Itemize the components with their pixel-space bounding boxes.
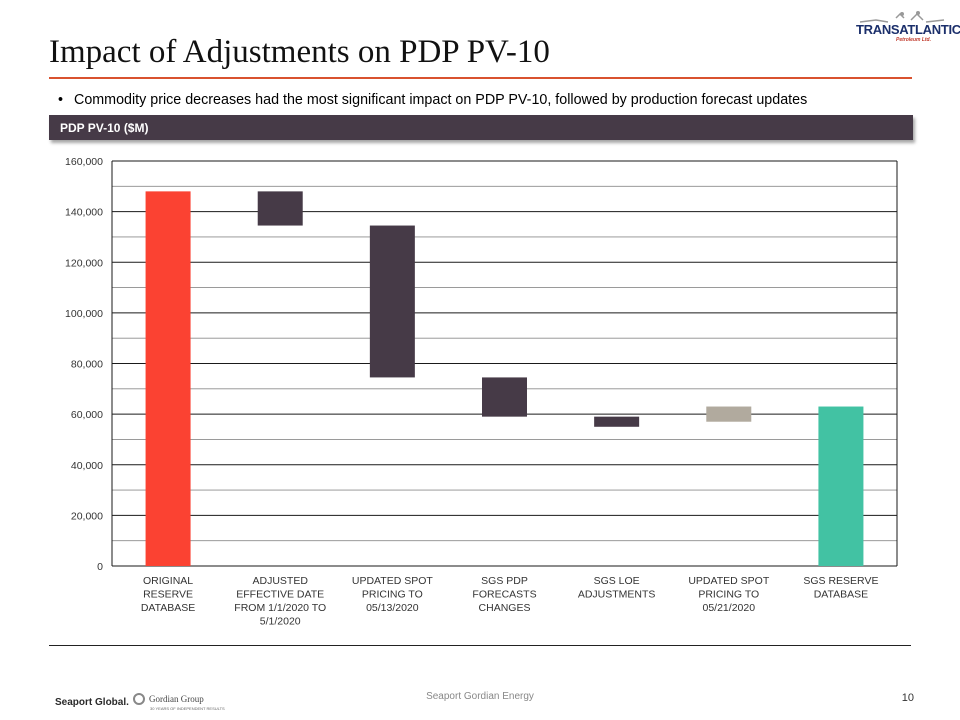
y-tick-label: 80,000 <box>71 359 103 371</box>
bullet-icon: • <box>58 92 64 108</box>
y-tick-label: 20,000 <box>71 510 103 522</box>
bar-end <box>818 406 864 566</box>
bar-decrease <box>369 225 415 378</box>
y-tick-label: 160,000 <box>65 156 103 168</box>
bottom-divider <box>49 645 911 646</box>
bar-decrease <box>594 416 640 427</box>
x-category-label: SGS PDP FORECASTS CHANGES <box>472 575 536 614</box>
y-tick-label: 0 <box>97 561 103 573</box>
x-category-label: SGS LOE ADJUSTMENTS <box>578 575 656 601</box>
x-category-label: SGS RESERVE DATABASE <box>803 575 878 601</box>
bullet-text: Commodity price decreases had the most s… <box>74 92 808 108</box>
x-category-label: ADJUSTED EFFECTIVE DATE FROM 1/1/2020 TO 5/… <box>234 575 326 628</box>
bar-increase <box>706 406 752 422</box>
bar-start <box>145 191 191 566</box>
y-tick-label: 40,000 <box>71 460 103 472</box>
y-tick-label: 140,000 <box>65 207 103 219</box>
gordian-group-icon <box>133 693 145 705</box>
logo-graphic-icon <box>859 11 945 23</box>
chart-header-label: PDP PV-10 ($M) <box>60 121 149 135</box>
page-number: 10 <box>901 692 914 704</box>
gordian-group-logo: Gordian Group <box>149 694 204 704</box>
y-tick-label: 100,000 <box>65 308 103 320</box>
bar-decrease <box>482 377 527 417</box>
bar-decrease <box>257 191 303 226</box>
x-category-label: UPDATED SPOT PRICING TO 05/13/2020 <box>352 575 433 614</box>
y-tick-label: 120,000 <box>65 257 103 269</box>
seaport-global-logo: Seaport Global. <box>55 697 129 708</box>
gordian-group-tagline: 30 YEARS OF INDEPENDENT RESULTS <box>150 706 225 711</box>
title-underline <box>49 77 912 79</box>
transatlantic-logo: TransAtlantic Petroleum Ltd. <box>856 10 960 44</box>
slide-title: Impact of Adjustments on PDP PV-10 <box>49 34 550 70</box>
footer-text: Seaport Gordian Energy <box>426 691 534 702</box>
logo-name: TransAtlantic <box>856 22 960 37</box>
y-tick-label: 60,000 <box>71 409 103 421</box>
logo-subtitle: Petroleum Ltd. <box>896 37 932 43</box>
x-category-label: ORIGINAL RESERVE DATABASE <box>141 575 195 614</box>
chart-header-band: PDP PV-10 ($M) <box>49 115 913 140</box>
x-category-label: UPDATED SPOT PRICING TO 05/21/2020 <box>688 575 769 614</box>
summary-bullet: • Commodity price decreases had the most … <box>58 92 807 108</box>
